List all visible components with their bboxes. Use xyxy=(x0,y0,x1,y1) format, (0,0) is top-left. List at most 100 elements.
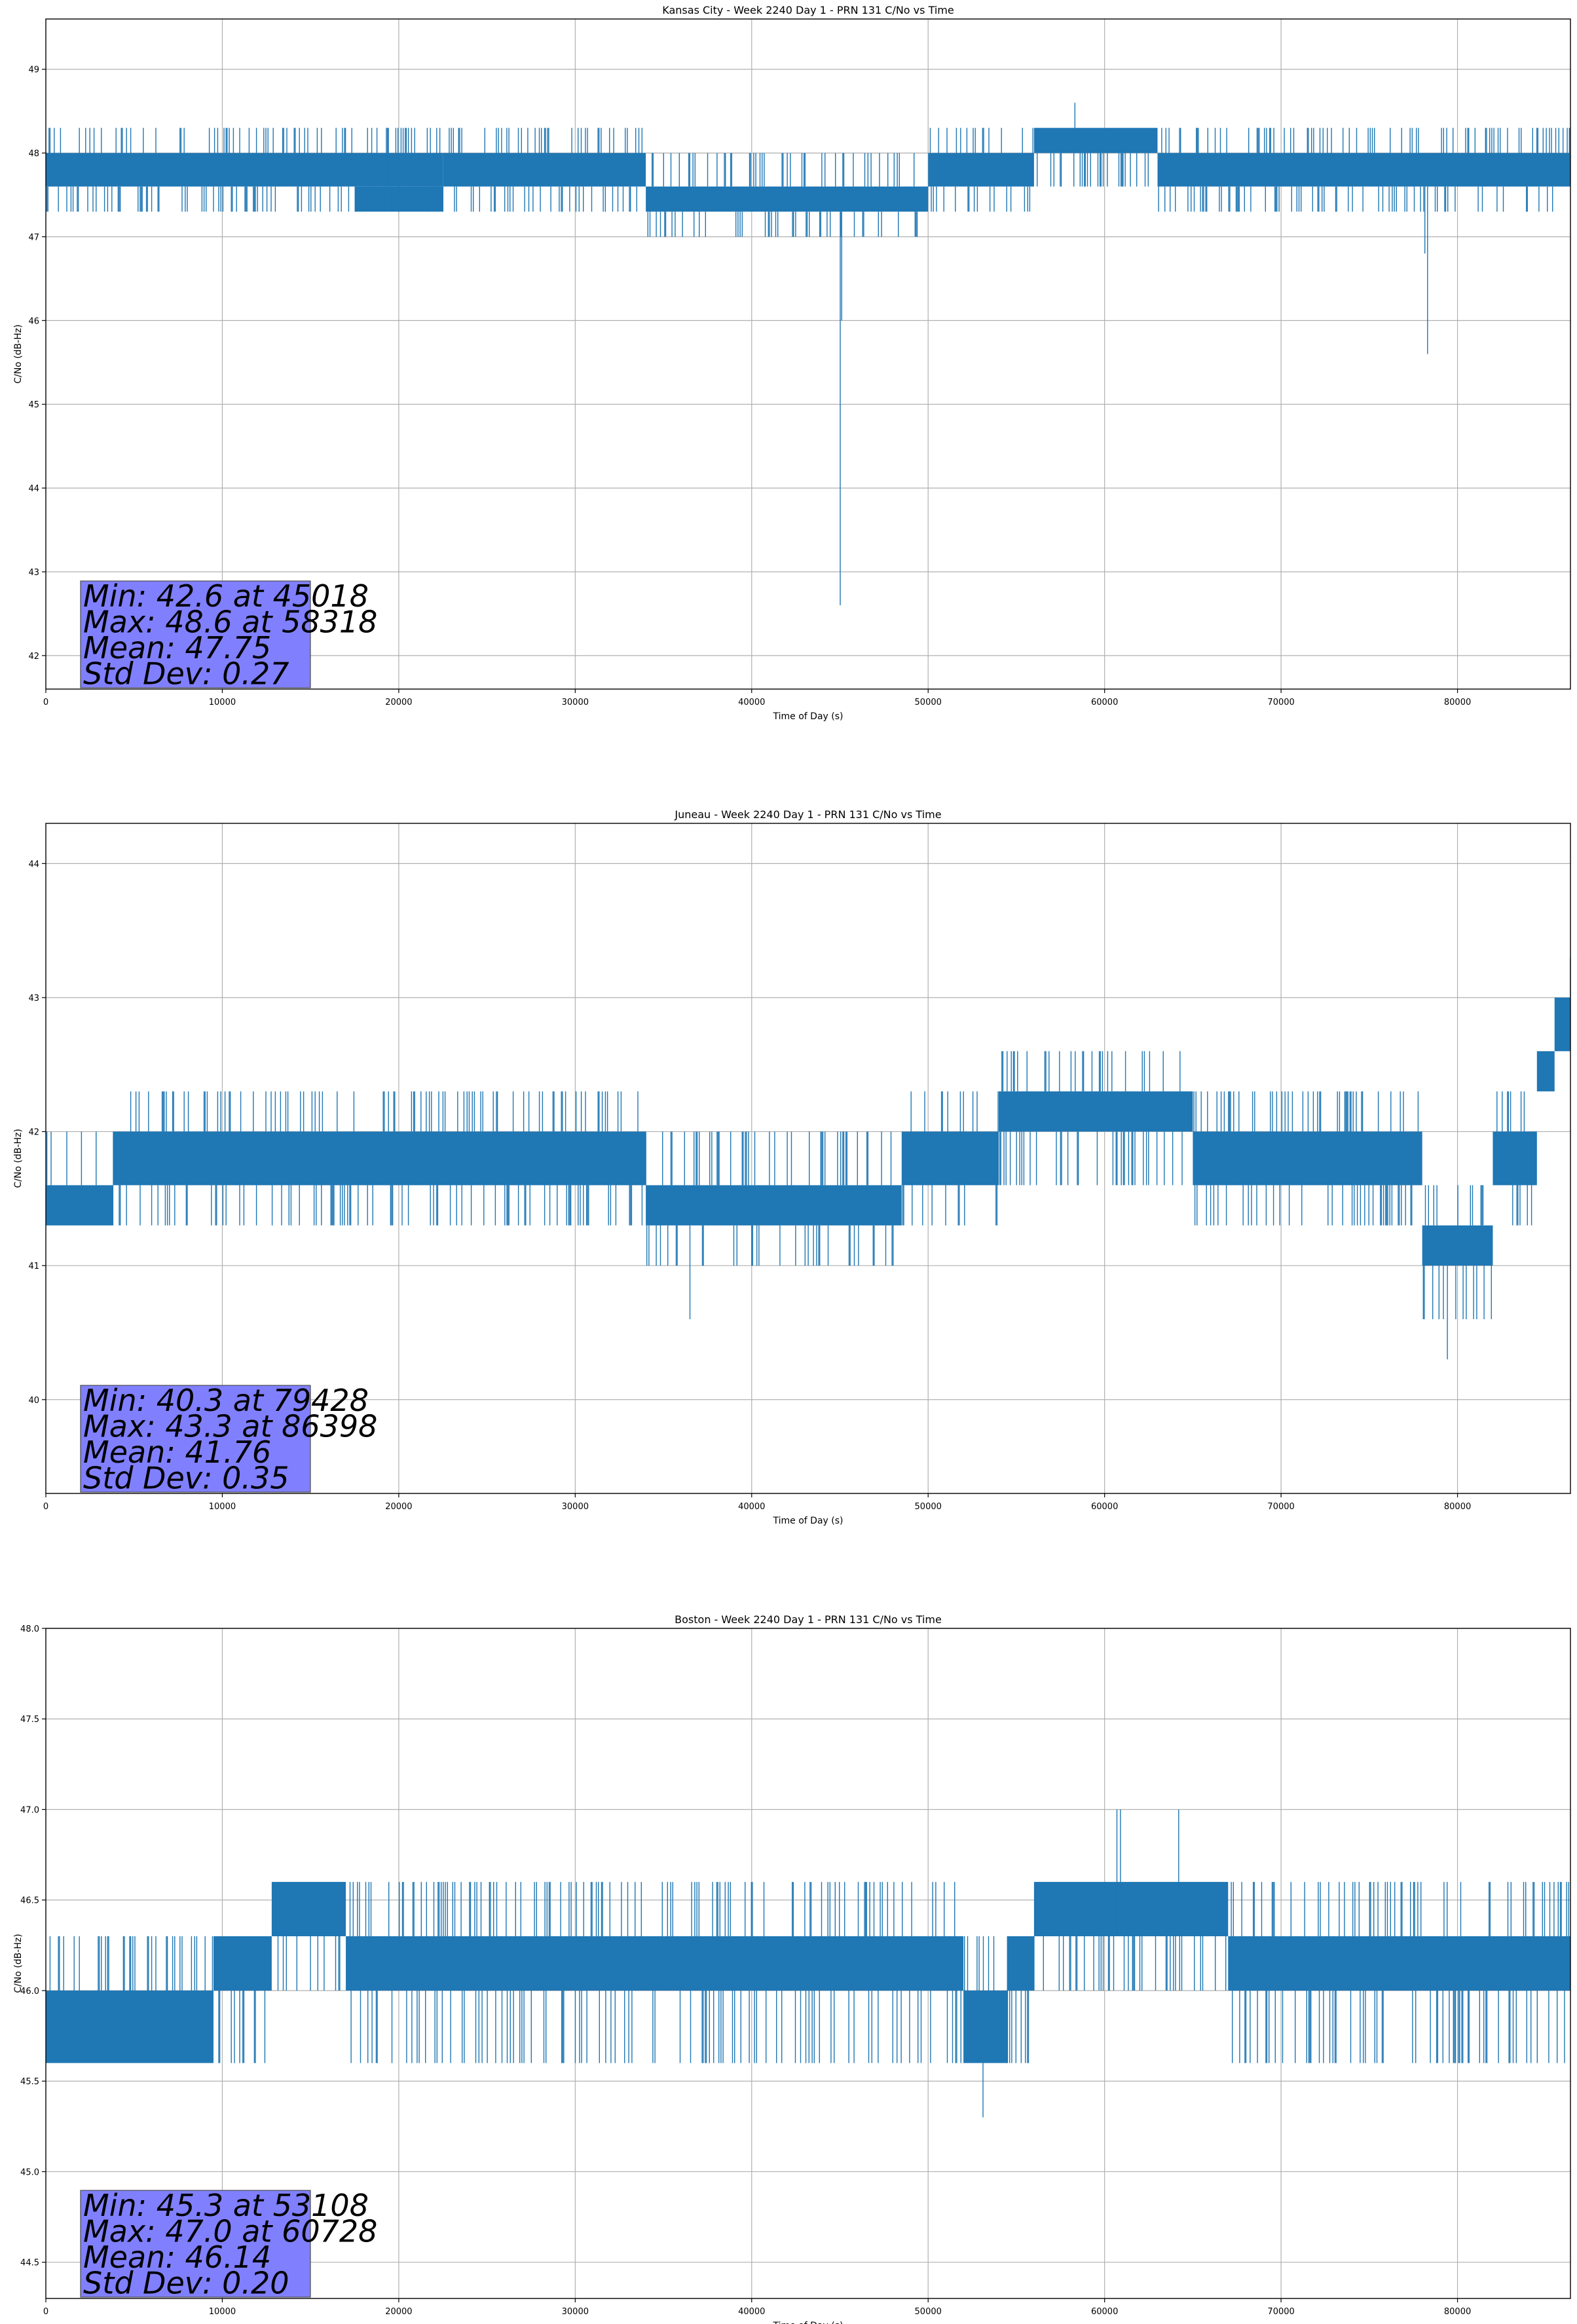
x-tick-label: 20000 xyxy=(385,1502,412,1512)
y-tick-label: 47.5 xyxy=(20,1715,39,1725)
y-tick-label: 48.0 xyxy=(20,1624,39,1634)
stats-line: Mean: 47.75 xyxy=(83,630,271,665)
chart-panel-1: 0 10000 20000 30000 40000 50000 60000 70000 8000… xyxy=(13,4,1571,722)
y-tick-label: 42 xyxy=(28,652,39,662)
plot-area xyxy=(46,1809,1570,2118)
x-tick-label: 10000 xyxy=(209,698,236,707)
x-axis-label: Time of Day (s) xyxy=(773,711,844,722)
chart-panel-3: 0 10000 20000 30000 40000 50000 60000 70000 8000… xyxy=(13,1613,1571,2324)
chart-title: Juneau - Week 2240 Day 1 - PRN 131 C/No … xyxy=(674,808,941,821)
series-band xyxy=(646,186,929,212)
y-axis-label: C/No (dB-Hz) xyxy=(13,1934,24,1993)
series-band xyxy=(1493,1131,1537,1186)
series-trace xyxy=(46,102,1570,606)
x-axis-label: Time of Day (s) xyxy=(773,1516,844,1526)
series-band xyxy=(963,1990,1008,2063)
series-trace xyxy=(49,1809,1569,2118)
plot-area xyxy=(46,102,1570,606)
series-band xyxy=(271,1882,346,1937)
x-tick-label: 40000 xyxy=(738,698,765,707)
axes-frame xyxy=(45,1628,1571,2299)
x-tick-label: 30000 xyxy=(562,2307,589,2317)
y-tick-label: 45 xyxy=(28,400,39,410)
series-band xyxy=(1228,1936,1570,1991)
series-band xyxy=(1422,1225,1493,1266)
grid-lines xyxy=(46,1628,1570,2298)
y-tick-label: 46.0 xyxy=(20,1987,39,1996)
stats-line: Min: 40.3 at 79428 xyxy=(83,1383,369,1418)
y-tick-label: 40 xyxy=(28,1396,39,1406)
axes-frame xyxy=(45,823,1571,1494)
stats-line: Max: 47.0 at 60728 xyxy=(83,2214,377,2249)
x-tick-label: 70000 xyxy=(1267,2307,1294,2317)
y-tick-label: 43 xyxy=(28,994,39,1003)
series-band xyxy=(346,1936,964,1991)
stats-line: Std Dev: 0.35 xyxy=(83,1461,289,1496)
x-tick-label: 50000 xyxy=(915,1502,942,1512)
series-band xyxy=(213,1936,272,1991)
y-axis-label: C/No (dB-Hz) xyxy=(13,1129,24,1188)
x-tick-label: 70000 xyxy=(1267,698,1294,707)
series-band xyxy=(999,1091,1193,1132)
x-tick-label: 80000 xyxy=(1444,2307,1471,2317)
series-trace xyxy=(46,957,1570,1360)
y-tick-label: 47 xyxy=(28,233,39,242)
stats-box xyxy=(80,1385,311,1493)
stats-box xyxy=(80,2190,311,2298)
stats-box xyxy=(80,580,311,688)
x-tick-label: 60000 xyxy=(1091,698,1118,707)
chart-title: Kansas City - Week 2240 Day 1 - PRN 131 … xyxy=(662,4,954,16)
x-tick-label: 0 xyxy=(43,698,48,707)
x-tick-label: 20000 xyxy=(385,2307,412,2317)
series-band xyxy=(901,1131,999,1186)
x-tick-label: 40000 xyxy=(738,1502,765,1512)
stats-line: Std Dev: 0.27 xyxy=(83,656,289,692)
x-tick-label: 50000 xyxy=(915,698,942,707)
series-band xyxy=(646,1185,902,1226)
y-tick-label: 46 xyxy=(28,316,39,326)
y-tick-label: 45.5 xyxy=(20,2077,39,2087)
series-band xyxy=(1033,1882,1229,1937)
series-band xyxy=(1157,153,1570,187)
y-tick-label: 49 xyxy=(28,66,39,75)
series-band xyxy=(46,1185,113,1226)
x-tick-label: 70000 xyxy=(1267,1502,1294,1512)
series-band xyxy=(46,1990,213,2063)
x-tick-label: 50000 xyxy=(915,2307,942,2317)
y-tick-label: 44.5 xyxy=(20,2258,39,2268)
x-axis-label: Time of Day (s) xyxy=(773,2321,844,2324)
x-tick-label: 0 xyxy=(43,1502,48,1512)
y-tick-label: 48 xyxy=(28,149,39,159)
axes-frame xyxy=(45,18,1571,690)
x-tick-label: 60000 xyxy=(1091,2307,1118,2317)
series-band xyxy=(113,1131,646,1186)
plot-area xyxy=(46,957,1570,1360)
series-band xyxy=(1033,128,1158,153)
stats-line: Max: 43.3 at 86398 xyxy=(83,1409,377,1444)
x-tick-label: 10000 xyxy=(209,2307,236,2317)
x-tick-label: 20000 xyxy=(385,698,412,707)
series-band xyxy=(1554,997,1570,1051)
y-tick-label: 43 xyxy=(28,568,39,578)
y-tick-label: 46.5 xyxy=(20,1896,39,1906)
y-tick-label: 47.0 xyxy=(20,1805,39,1815)
series-band xyxy=(1536,1051,1555,1092)
x-tick-label: 10000 xyxy=(209,1502,236,1512)
x-tick-label: 80000 xyxy=(1444,698,1471,707)
x-tick-label: 40000 xyxy=(738,2307,765,2317)
x-tick-label: 0 xyxy=(43,2307,48,2317)
stats-line: Mean: 46.14 xyxy=(83,2240,271,2275)
x-tick-label: 60000 xyxy=(1091,1502,1118,1512)
series-band xyxy=(928,153,1034,187)
series-band xyxy=(1007,1936,1034,1991)
chart-panel-2: 0 10000 20000 30000 40000 50000 60000 70000 8000… xyxy=(13,808,1571,1526)
y-tick-label: 42 xyxy=(28,1128,39,1138)
stats-line: Std Dev: 0.20 xyxy=(83,2266,289,2301)
series-band xyxy=(1193,1131,1422,1186)
y-tick-label: 45.0 xyxy=(20,2167,39,2177)
stats-line: Min: 45.3 at 53108 xyxy=(83,2188,369,2223)
y-tick-label: 44 xyxy=(28,859,39,869)
x-tick-label: 80000 xyxy=(1444,1502,1471,1512)
y-tick-label: 41 xyxy=(28,1262,39,1271)
stats-line: Mean: 41.76 xyxy=(83,1434,271,1470)
